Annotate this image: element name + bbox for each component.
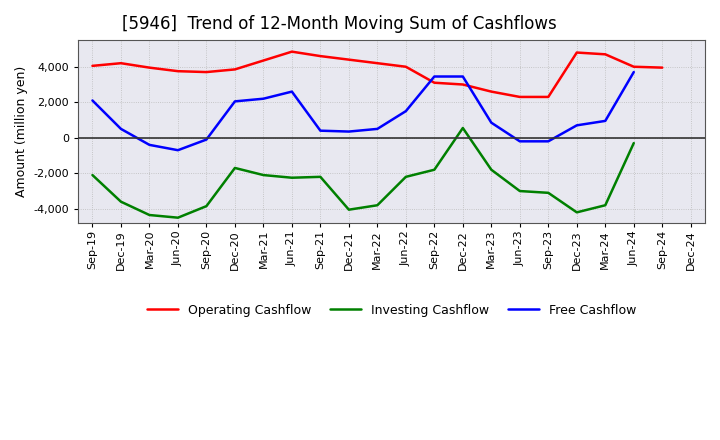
Free Cashflow [373, 126, 382, 132]
Free Cashflow [287, 89, 296, 94]
Operating Cashflow [544, 94, 553, 99]
Line: Operating Cashflow: Operating Cashflow [92, 51, 662, 97]
Investing Cashflow [345, 207, 354, 213]
Free Cashflow [544, 139, 553, 144]
Legend: Operating Cashflow, Investing Cashflow, Free Cashflow: Operating Cashflow, Investing Cashflow, … [142, 299, 642, 322]
Free Cashflow [345, 129, 354, 134]
Operating Cashflow [430, 80, 438, 85]
Investing Cashflow [202, 203, 211, 209]
Operating Cashflow [316, 53, 325, 59]
Operating Cashflow [629, 64, 638, 70]
Free Cashflow [572, 123, 581, 128]
Operating Cashflow [601, 51, 610, 57]
Free Cashflow [402, 109, 410, 114]
Investing Cashflow [430, 167, 438, 172]
Free Cashflow [202, 137, 211, 142]
Operating Cashflow [117, 61, 125, 66]
Y-axis label: Amount (million yen): Amount (million yen) [15, 66, 28, 197]
Investing Cashflow [572, 210, 581, 215]
Free Cashflow [88, 98, 96, 103]
Investing Cashflow [402, 174, 410, 180]
Investing Cashflow [516, 188, 524, 194]
Line: Investing Cashflow: Investing Cashflow [92, 128, 634, 218]
Investing Cashflow [459, 125, 467, 131]
Operating Cashflow [174, 69, 182, 74]
Investing Cashflow [629, 140, 638, 146]
Free Cashflow [430, 74, 438, 79]
Free Cashflow [516, 139, 524, 144]
Free Cashflow [259, 96, 268, 101]
Operating Cashflow [459, 82, 467, 87]
Investing Cashflow [601, 202, 610, 208]
Free Cashflow [629, 70, 638, 75]
Investing Cashflow [230, 165, 239, 171]
Operating Cashflow [230, 67, 239, 72]
Investing Cashflow [316, 174, 325, 180]
Operating Cashflow [516, 94, 524, 99]
Investing Cashflow [287, 175, 296, 180]
Text: [5946]  Trend of 12-Month Moving Sum of Cashflows: [5946] Trend of 12-Month Moving Sum of C… [122, 15, 557, 33]
Operating Cashflow [88, 63, 96, 69]
Operating Cashflow [259, 58, 268, 63]
Operating Cashflow [202, 70, 211, 75]
Free Cashflow [230, 99, 239, 104]
Operating Cashflow [487, 89, 495, 94]
Investing Cashflow [174, 215, 182, 220]
Investing Cashflow [487, 167, 495, 172]
Investing Cashflow [145, 213, 154, 218]
Free Cashflow [316, 128, 325, 133]
Investing Cashflow [544, 190, 553, 195]
Free Cashflow [117, 126, 125, 132]
Operating Cashflow [287, 49, 296, 54]
Operating Cashflow [402, 64, 410, 70]
Operating Cashflow [658, 65, 667, 70]
Line: Free Cashflow: Free Cashflow [92, 72, 634, 150]
Free Cashflow [145, 142, 154, 147]
Operating Cashflow [572, 50, 581, 55]
Investing Cashflow [88, 172, 96, 178]
Operating Cashflow [345, 57, 354, 62]
Free Cashflow [174, 147, 182, 153]
Free Cashflow [487, 120, 495, 125]
Free Cashflow [459, 74, 467, 79]
Free Cashflow [601, 118, 610, 124]
Investing Cashflow [117, 199, 125, 204]
Investing Cashflow [373, 202, 382, 208]
Operating Cashflow [373, 61, 382, 66]
Investing Cashflow [259, 172, 268, 178]
Operating Cashflow [145, 65, 154, 70]
